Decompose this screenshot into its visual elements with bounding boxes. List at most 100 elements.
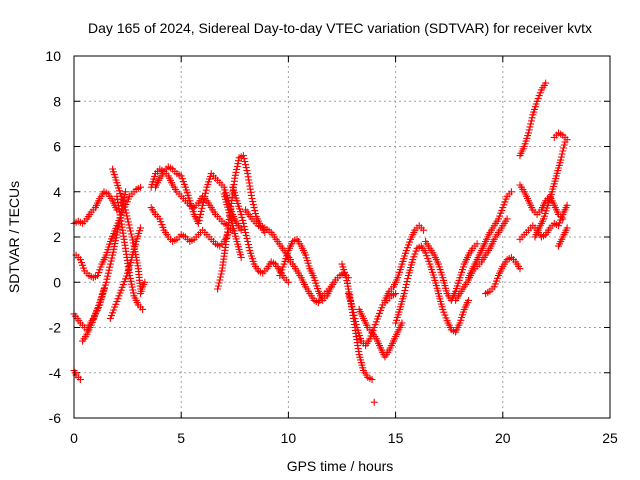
data-point	[195, 216, 203, 224]
data-point	[106, 263, 114, 271]
data-point	[241, 158, 249, 166]
data-point	[238, 213, 246, 221]
y-tick-label: -2	[49, 320, 62, 336]
data-point	[403, 278, 411, 285]
data-point	[420, 226, 427, 234]
data-point	[122, 206, 129, 214]
data-point	[239, 219, 247, 227]
data-point	[217, 273, 224, 281]
data-point	[473, 240, 481, 248]
data-point	[128, 283, 136, 291]
data-point	[200, 195, 208, 203]
data-point	[401, 287, 409, 294]
data-point	[422, 249, 430, 257]
data-point	[122, 209, 130, 217]
data-point	[124, 215, 132, 223]
data-point	[129, 236, 137, 244]
chart-title: Day 165 of 2024, Sidereal Day-to-day VTE…	[88, 20, 592, 36]
data-point	[129, 289, 137, 297]
data-point	[108, 254, 116, 262]
data-point	[129, 286, 137, 294]
data-point	[128, 233, 136, 241]
data-point	[533, 97, 541, 105]
data-point	[245, 176, 253, 184]
y-axis-label: SDTVAR / TECUs	[6, 181, 22, 293]
data-point	[197, 207, 205, 215]
y-tick-label: 10	[45, 48, 61, 64]
data-point	[199, 198, 207, 206]
data-point	[242, 164, 250, 172]
data-point	[560, 144, 567, 152]
data-point	[127, 230, 135, 238]
data-point	[123, 212, 131, 220]
data-point	[112, 237, 119, 245]
data-point	[109, 251, 117, 259]
data-point	[242, 161, 249, 169]
x-tick-label: 10	[281, 430, 297, 446]
data-point	[400, 290, 408, 298]
y-tick-label: -4	[49, 365, 62, 381]
data-point	[90, 313, 98, 321]
data-point	[371, 321, 379, 329]
data-point	[214, 285, 222, 293]
data-point	[102, 278, 110, 286]
data-point	[105, 266, 113, 274]
data-point	[503, 215, 511, 223]
data-point	[126, 272, 134, 279]
data-point	[243, 235, 251, 242]
data-point	[556, 219, 564, 227]
data-point	[201, 192, 209, 200]
data-point	[239, 152, 247, 160]
data-point	[214, 282, 222, 290]
data-point	[217, 270, 225, 278]
data-point	[352, 318, 360, 325]
data-point	[127, 277, 135, 285]
data-point	[231, 174, 239, 182]
data-point	[198, 204, 206, 212]
data-point	[557, 153, 565, 161]
data-point	[392, 290, 400, 298]
data-point	[327, 283, 335, 291]
data-point	[559, 215, 567, 223]
data-point	[527, 120, 535, 128]
data-point	[104, 269, 112, 277]
data-point	[496, 212, 504, 220]
data-point	[507, 188, 515, 196]
data-point	[402, 284, 410, 291]
data-point	[137, 224, 144, 232]
data-point	[246, 185, 254, 193]
data-point	[109, 248, 117, 256]
data-point	[240, 155, 248, 163]
data-point	[202, 186, 210, 194]
x-tick-label: 0	[70, 430, 78, 446]
data-point	[350, 311, 358, 319]
x-tick-label: 25	[602, 430, 618, 446]
data-point	[137, 183, 144, 191]
data-point	[402, 247, 410, 255]
data-point	[178, 175, 186, 183]
data-point	[349, 308, 357, 316]
data-point	[500, 201, 508, 209]
data-point	[234, 160, 242, 168]
data-point	[370, 398, 378, 406]
data-point	[113, 195, 121, 203]
data-point	[233, 165, 241, 173]
data-point	[402, 281, 410, 288]
data-point	[525, 126, 533, 134]
data-point	[126, 274, 134, 282]
data-point	[563, 201, 571, 209]
y-tick-label: 0	[53, 274, 61, 290]
data-point	[112, 234, 120, 242]
data-point	[237, 226, 245, 234]
y-tick-label: -6	[49, 410, 62, 426]
data-point	[251, 207, 259, 215]
data-point	[490, 283, 498, 291]
data-point	[237, 210, 245, 218]
data-point	[76, 376, 84, 383]
data-point	[233, 163, 241, 170]
data-point	[237, 253, 245, 261]
data-point	[232, 168, 240, 176]
data-point	[276, 272, 284, 279]
data-point	[351, 314, 359, 322]
